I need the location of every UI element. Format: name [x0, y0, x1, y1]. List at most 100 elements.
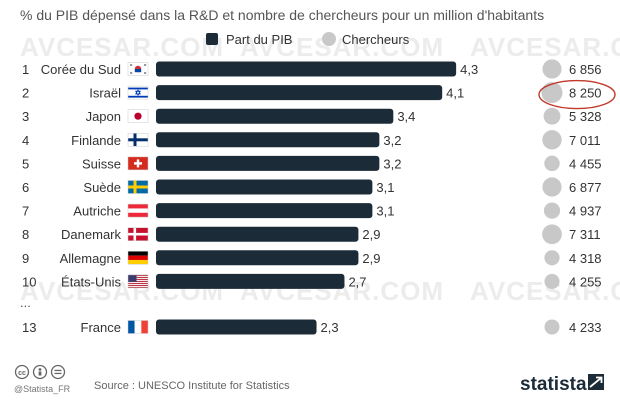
- researchers-value-label: 4 937: [569, 204, 602, 219]
- researchers-circle: [543, 202, 561, 219]
- researchers-circle: [542, 224, 562, 245]
- gdp-value-label: 2,7: [348, 274, 366, 289]
- researchers-value-label: 7 011: [569, 133, 601, 148]
- cc-icon-glyph: cc: [18, 370, 26, 377]
- gdp-bar: [156, 85, 443, 101]
- watermark-3: AVCESAR.COM: [470, 32, 620, 62]
- country-label: Corée du Sud: [41, 62, 121, 77]
- researchers-circle: [542, 177, 562, 197]
- rank-label: 6: [22, 180, 29, 195]
- no-derivatives-icon: [50, 364, 66, 380]
- gdp-bar: [156, 155, 380, 171]
- watermark-2: AVCESAR.COM: [240, 32, 444, 62]
- researchers-circle: [542, 130, 562, 150]
- gdp-bar: [156, 250, 359, 266]
- denmark-flag-icon: [127, 227, 149, 241]
- no-derivatives-icon-line2: [54, 372, 62, 375]
- rank-label: 8: [22, 227, 29, 242]
- legend: Part du PIB Chercheurs: [206, 32, 410, 47]
- researchers-circle: [544, 273, 560, 289]
- gdp-value-label: 4,1: [446, 86, 464, 101]
- france-flag-icon: [127, 320, 149, 334]
- cc-icon: [14, 364, 30, 380]
- gdp-bar: [156, 273, 345, 289]
- gdp-bar: [156, 203, 373, 219]
- researchers-value-label: 6 856: [569, 62, 602, 77]
- researchers-value-label: 8 250: [569, 86, 602, 101]
- researchers-value-label: 6 877: [569, 180, 602, 195]
- legend-swatch-gdp: [206, 33, 218, 45]
- gdp-bar: [156, 61, 457, 77]
- gdp-value-label: 3,2: [383, 156, 401, 171]
- rank-label: 4: [22, 133, 29, 148]
- rank-label: 13: [22, 320, 36, 335]
- chart-rows: 1 Corée du Sud 4,3 6 856 2 Israël 4,1 8 250 3 Jap…: [22, 59, 616, 335]
- researchers-circle: [544, 155, 560, 172]
- researchers-circle: [544, 250, 560, 266]
- gdp-value-label: 2,9: [362, 251, 380, 266]
- japan-flag-icon: [127, 109, 149, 123]
- cc-license-icons: cc: [14, 364, 66, 380]
- legend-label-gdp: Part du PIB: [226, 32, 292, 47]
- highlight-ellipse: [538, 79, 616, 110]
- sweden-flag-icon: [127, 180, 149, 194]
- country-label: France: [81, 320, 121, 335]
- gdp-value-label: 3,2: [383, 133, 401, 148]
- researchers-circle: [543, 107, 561, 125]
- austria-flag-icon: [127, 203, 149, 218]
- israel-flag-icon: [127, 85, 149, 100]
- gdp-value-label: 3,1: [376, 204, 394, 219]
- switzerland-flag-icon: [127, 156, 149, 171]
- country-label: Suède: [83, 180, 121, 195]
- usa-flag-icon: [127, 274, 149, 289]
- rank-label: 10: [22, 274, 36, 289]
- attribution-icon: [32, 364, 48, 380]
- footer-handle: @Statista_FR: [14, 384, 71, 394]
- researchers-circle: [544, 319, 560, 335]
- country-label: Japon: [86, 109, 121, 124]
- country-label: Allemagne: [60, 251, 121, 266]
- statista-logo-arrow: [589, 376, 603, 388]
- country-label: Israël: [89, 86, 121, 101]
- ellipsis: ...: [20, 295, 31, 310]
- researchers-value-label: 4 255: [569, 274, 602, 289]
- country-label: Autriche: [73, 204, 121, 219]
- rank-label: 3: [22, 109, 29, 124]
- gdp-bar: [156, 132, 380, 148]
- gdp-bar: [156, 108, 394, 124]
- footer: cc @Statista_FR Source : UNESCO Institut…: [14, 364, 604, 395]
- attribution-icon-head: [38, 368, 42, 371]
- germany-flag-icon: [127, 251, 149, 265]
- country-label: Danemark: [61, 227, 121, 242]
- chart-title: % du PIB dépensé dans la R&D et nombre d…: [20, 7, 544, 23]
- gdp-bar: [156, 179, 373, 195]
- statista-logo-text: statista: [520, 374, 587, 395]
- gdp-value-label: 4,3: [460, 62, 478, 77]
- rank-label: 7: [22, 204, 29, 219]
- researchers-value-label: 5 328: [569, 109, 602, 124]
- rank-label: 2: [22, 86, 29, 101]
- researchers-circle: [541, 82, 563, 104]
- researchers-value-label: 7 311: [569, 227, 601, 242]
- south-korea-flag-icon: [127, 62, 149, 76]
- gdp-value-label: 3,1: [376, 180, 394, 195]
- researchers-circle: [542, 59, 562, 79]
- legend-label-researchers: Chercheurs: [342, 32, 410, 47]
- gdp-bar: [156, 226, 359, 242]
- country-label: Suisse: [82, 156, 121, 171]
- country-label: États-Unis: [61, 274, 121, 289]
- gdp-value-label: 2,9: [362, 227, 380, 242]
- rank-label: 5: [22, 156, 29, 171]
- gdp-value-label: 2,3: [321, 320, 339, 335]
- watermark-1: AVCESAR.COM: [20, 32, 224, 62]
- rank-label: 9: [22, 251, 29, 266]
- legend-swatch-researchers: [322, 32, 336, 46]
- gdp-value-label: 3,4: [397, 109, 415, 124]
- finland-flag-icon: [127, 133, 149, 147]
- researchers-value-label: 4 233: [569, 320, 602, 335]
- country-label: Finlande: [71, 133, 121, 148]
- researchers-value-label: 4 318: [569, 251, 602, 266]
- footer-source: Source : UNESCO Institute for Statistics: [94, 380, 290, 392]
- researchers-value-label: 4 455: [569, 156, 602, 171]
